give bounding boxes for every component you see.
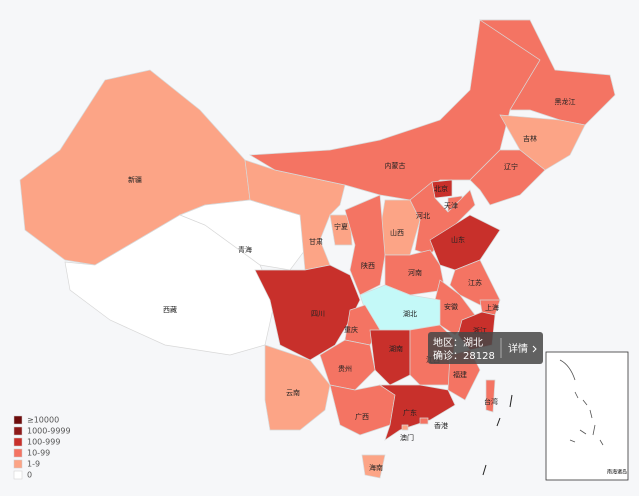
region-label: 甘肃 xyxy=(309,237,323,246)
legend-label: 1000-9999 xyxy=(27,427,71,436)
region xyxy=(329,214,353,246)
region-label: 天津 xyxy=(444,202,458,210)
region-label: 江苏 xyxy=(468,278,482,287)
region-label: 宁夏 xyxy=(334,222,348,231)
region-label: 湖北 xyxy=(403,309,417,318)
region xyxy=(344,194,386,296)
region xyxy=(485,379,496,413)
region-label: 辽宁 xyxy=(504,162,518,171)
region-label: 香港 xyxy=(434,421,448,430)
region xyxy=(401,424,409,431)
region-label: 西藏 xyxy=(163,305,177,314)
region-label: 山西 xyxy=(390,228,404,237)
tooltip-box xyxy=(428,332,543,364)
region-label: 青海 xyxy=(238,245,252,254)
region-label: 福建 xyxy=(453,370,467,379)
region-label: 重庆 xyxy=(344,325,358,334)
legend-swatch xyxy=(13,459,23,469)
region-label: 北京 xyxy=(434,184,448,193)
region xyxy=(378,384,456,441)
region-label: 云南 xyxy=(286,388,300,397)
legend-label: 100-999 xyxy=(27,438,60,447)
inset-islands xyxy=(559,359,604,446)
region xyxy=(264,344,331,431)
inset-frame xyxy=(545,351,629,481)
tooltip-confirmed: 确诊：28128 xyxy=(433,349,495,362)
region xyxy=(329,384,396,436)
region xyxy=(449,259,501,306)
region-label: 黑龙江 xyxy=(555,97,576,106)
region-label: 陕西 xyxy=(361,261,375,270)
region-label: 河北 xyxy=(416,212,430,220)
region-label: 上海 xyxy=(485,303,499,312)
legend-swatch xyxy=(13,470,23,480)
region-label: 澳门 xyxy=(400,433,414,442)
region-label: 台湾 xyxy=(484,397,498,406)
legend-swatch xyxy=(13,415,23,425)
region-label: 新疆 xyxy=(128,175,142,184)
region-label: 海南 xyxy=(369,463,383,472)
region-label: 河南 xyxy=(408,268,422,277)
region xyxy=(64,214,276,356)
legend-label: 10-99 xyxy=(27,449,50,458)
region-label: 湖南 xyxy=(389,344,403,353)
region-label: 内蒙古 xyxy=(385,161,406,170)
legend-label: 1-9 xyxy=(27,460,40,469)
legend: ≥10000 1000-9999 100-999 10-99 1-9 0 xyxy=(13,415,71,480)
tooltip-region: 地区：湖北 xyxy=(433,336,483,349)
region xyxy=(369,329,411,386)
legend-label: 0 xyxy=(27,471,32,480)
region-label: 浙江 xyxy=(473,326,487,335)
legend-swatch xyxy=(13,437,23,447)
region xyxy=(409,181,476,256)
region-label: 吉林 xyxy=(523,134,537,143)
region xyxy=(419,417,429,425)
region-label: 安徽 xyxy=(444,302,458,311)
region-label: 山东 xyxy=(451,235,465,244)
tooltip: 地区：湖北 确诊：28128 详情 xyxy=(428,332,543,364)
regions xyxy=(19,19,616,479)
legend-swatch xyxy=(13,426,23,436)
inset-label: 南海诸岛 xyxy=(607,469,627,476)
sea-lines xyxy=(482,394,513,476)
region-label: 贵州 xyxy=(338,364,352,373)
region-label: 广西 xyxy=(355,412,369,421)
region-label: 四川 xyxy=(311,310,325,318)
region xyxy=(469,149,546,206)
region xyxy=(361,454,386,479)
legend-label: ≥10000 xyxy=(27,416,59,425)
tooltip-detail[interactable]: 详情 xyxy=(508,342,528,355)
tooltip-arrow xyxy=(532,345,537,353)
region-label: 广东 xyxy=(403,408,417,417)
legend-swatch xyxy=(13,448,23,458)
region xyxy=(379,199,421,256)
